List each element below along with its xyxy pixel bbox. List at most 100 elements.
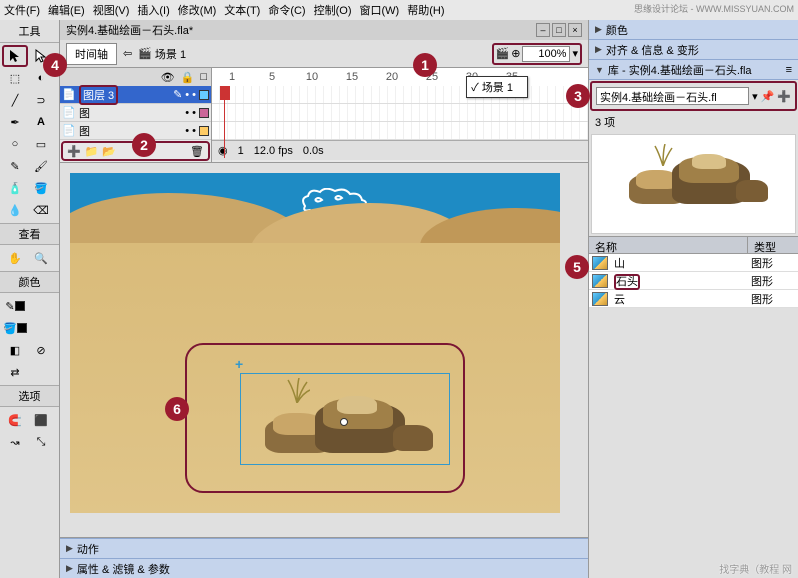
zoom-dropdown[interactable]: ▾	[572, 47, 578, 60]
menu-insert[interactable]: 插入(I)	[137, 2, 169, 18]
close-button[interactable]: ×	[568, 23, 582, 37]
layer-name-3[interactable]: 图层 3	[79, 85, 118, 105]
outline-icon[interactable]: □	[200, 71, 207, 83]
document-title: 实例4.基础绘画－石头.fla*	[66, 22, 193, 38]
pen-tool[interactable]: ✒	[2, 111, 28, 133]
timeline-button[interactable]: 时间轴	[66, 43, 117, 65]
smooth-tool[interactable]: ↝	[2, 431, 28, 453]
zoom-tool[interactable]: 🔍	[28, 247, 54, 269]
lasso-tool[interactable]: ⊃	[28, 89, 54, 111]
snap-tool[interactable]: 🧲	[2, 409, 28, 431]
layer-row-2[interactable]: 📄 图 ••	[60, 104, 211, 122]
color-panel-bar[interactable]: ▶颜色	[589, 20, 798, 40]
layer-name-1[interactable]: 图	[79, 123, 90, 139]
zoom-input[interactable]: 100%	[522, 46, 570, 62]
menu-view[interactable]: 视图(V)	[93, 2, 130, 18]
delete-layer-button[interactable]: 🗑	[190, 145, 204, 158]
properties-panel-bar[interactable]: ▶属性 & 滤镜 & 参数	[60, 558, 588, 578]
layer-name-2[interactable]: 图	[79, 105, 90, 121]
stroke-color[interactable]: ✎	[2, 295, 28, 317]
straighten-tool[interactable]: ⤡	[28, 431, 54, 453]
stage[interactable]: +	[70, 173, 560, 513]
library-panel-bar[interactable]: ▼库 - 实例4.基础绘画－石头.fla≡	[589, 60, 798, 80]
library-item-count: 3 项	[589, 112, 798, 132]
pin-icon[interactable]: 📌	[761, 90, 775, 103]
transform-center[interactable]	[340, 418, 348, 426]
library-file-select[interactable]: 实例4.基础绘画－石头.fl	[596, 87, 749, 105]
fill-color[interactable]: 🪣	[2, 317, 28, 339]
add-layer-button[interactable]: ➕	[67, 145, 81, 158]
option-tool[interactable]: ⬛	[28, 409, 54, 431]
edit-symbols-icon[interactable]: ⊕	[511, 47, 520, 60]
fill-color-none[interactable]	[28, 295, 54, 317]
add-folder-button[interactable]: 📂	[102, 145, 116, 158]
watermark-bottom: 找字典（教程 网	[719, 561, 792, 576]
document-tab: 实例4.基础绘画－石头.fla* – □ ×	[60, 20, 588, 40]
menu-file[interactable]: 文件(F)	[4, 2, 40, 18]
back-arrow[interactable]: ⇦	[123, 47, 132, 60]
maximize-button[interactable]: □	[552, 23, 566, 37]
playhead[interactable]	[220, 86, 230, 158]
actions-panel-bar[interactable]: ▶动作	[60, 538, 588, 558]
menu-control[interactable]: 控制(O)	[314, 2, 352, 18]
frames-area[interactable]	[212, 86, 588, 140]
menu-commands[interactable]: 命令(C)	[268, 2, 305, 18]
tools-header: 工具	[0, 20, 59, 43]
layer-swatch-1[interactable]	[199, 126, 209, 136]
eye-icon[interactable]: 👁	[161, 71, 175, 84]
free-transform-tool[interactable]: ⬚	[2, 67, 28, 89]
library-item-cloud[interactable]: 云 图形	[589, 290, 798, 308]
brush-tool[interactable]: 🖌	[28, 155, 54, 177]
elapsed-time: 0.0s	[303, 145, 324, 157]
layers-header: 👁 🔒 □	[60, 68, 211, 86]
menu-help[interactable]: 帮助(H)	[407, 2, 444, 18]
align-panel-bar[interactable]: ▶对齐 & 信息 & 变形	[589, 40, 798, 60]
scene-dropdown-menu[interactable]: ✓ 场景 1	[466, 76, 528, 98]
text-tool[interactable]: A	[28, 111, 54, 133]
library-preview	[591, 134, 796, 234]
rectangle-tool[interactable]: ▭	[28, 133, 54, 155]
library-col-type[interactable]: 类型	[748, 237, 798, 253]
marker-6: 6	[165, 397, 189, 421]
layer-icon: 📄	[62, 106, 76, 120]
scene-label[interactable]: 🎬场景 1	[138, 46, 186, 62]
layer-icon: 📄	[62, 124, 76, 138]
library-dropdown-icon[interactable]: ▾	[752, 90, 758, 103]
library-item-rock[interactable]: 石头 图形	[589, 272, 798, 290]
rock-symbol-instance[interactable]	[265, 393, 435, 463]
marker-4: 4	[43, 53, 67, 77]
no-color[interactable]: ⊘	[28, 339, 54, 361]
scene-icon: 🎬	[138, 47, 152, 60]
edit-scene-icon[interactable]: 🎬	[496, 47, 510, 60]
oval-tool[interactable]: ○	[2, 133, 28, 155]
layer-swatch-3[interactable]	[199, 90, 209, 100]
line-tool[interactable]: ╱	[2, 89, 28, 111]
ink-bottle-tool[interactable]: 🧴	[2, 177, 28, 199]
menu-text[interactable]: 文本(T)	[224, 2, 260, 18]
library-col-name[interactable]: 名称	[589, 237, 748, 253]
eraser-tool[interactable]: ⌫	[28, 199, 54, 221]
pencil-tool[interactable]: ✎	[2, 155, 28, 177]
menu-modify[interactable]: 修改(M)	[178, 2, 217, 18]
new-library-icon[interactable]: ➕	[777, 90, 791, 103]
paint-bucket-tool[interactable]: 🪣	[28, 177, 54, 199]
menu-edit[interactable]: 编辑(E)	[48, 2, 85, 18]
panel-menu-icon[interactable]: ≡	[786, 64, 792, 76]
graphic-symbol-icon	[592, 256, 608, 270]
library-item-mountain[interactable]: 山 图形	[589, 254, 798, 272]
black-white[interactable]: ◧	[2, 339, 28, 361]
fill-color-none2[interactable]	[28, 317, 54, 339]
swap-colors[interactable]: ⇄	[2, 361, 28, 383]
eyedropper-tool[interactable]: 💧	[2, 199, 28, 221]
minimize-button[interactable]: –	[536, 23, 550, 37]
layer-row-3[interactable]: 📄 图层 3 ✎ ••	[60, 86, 211, 104]
canvas-area[interactable]: +	[60, 163, 588, 537]
view-section-label: 查看	[0, 223, 59, 245]
lock-icon[interactable]: 🔒	[181, 71, 195, 84]
add-motion-guide-button[interactable]: 📁	[85, 145, 99, 158]
selection-tool[interactable]	[2, 45, 28, 67]
menu-window[interactable]: 窗口(W)	[360, 2, 400, 18]
layer-swatch-2[interactable]	[199, 108, 209, 118]
hand-tool[interactable]: ✋	[2, 247, 28, 269]
timeline-ruler[interactable]: 15101520253035	[212, 68, 588, 86]
